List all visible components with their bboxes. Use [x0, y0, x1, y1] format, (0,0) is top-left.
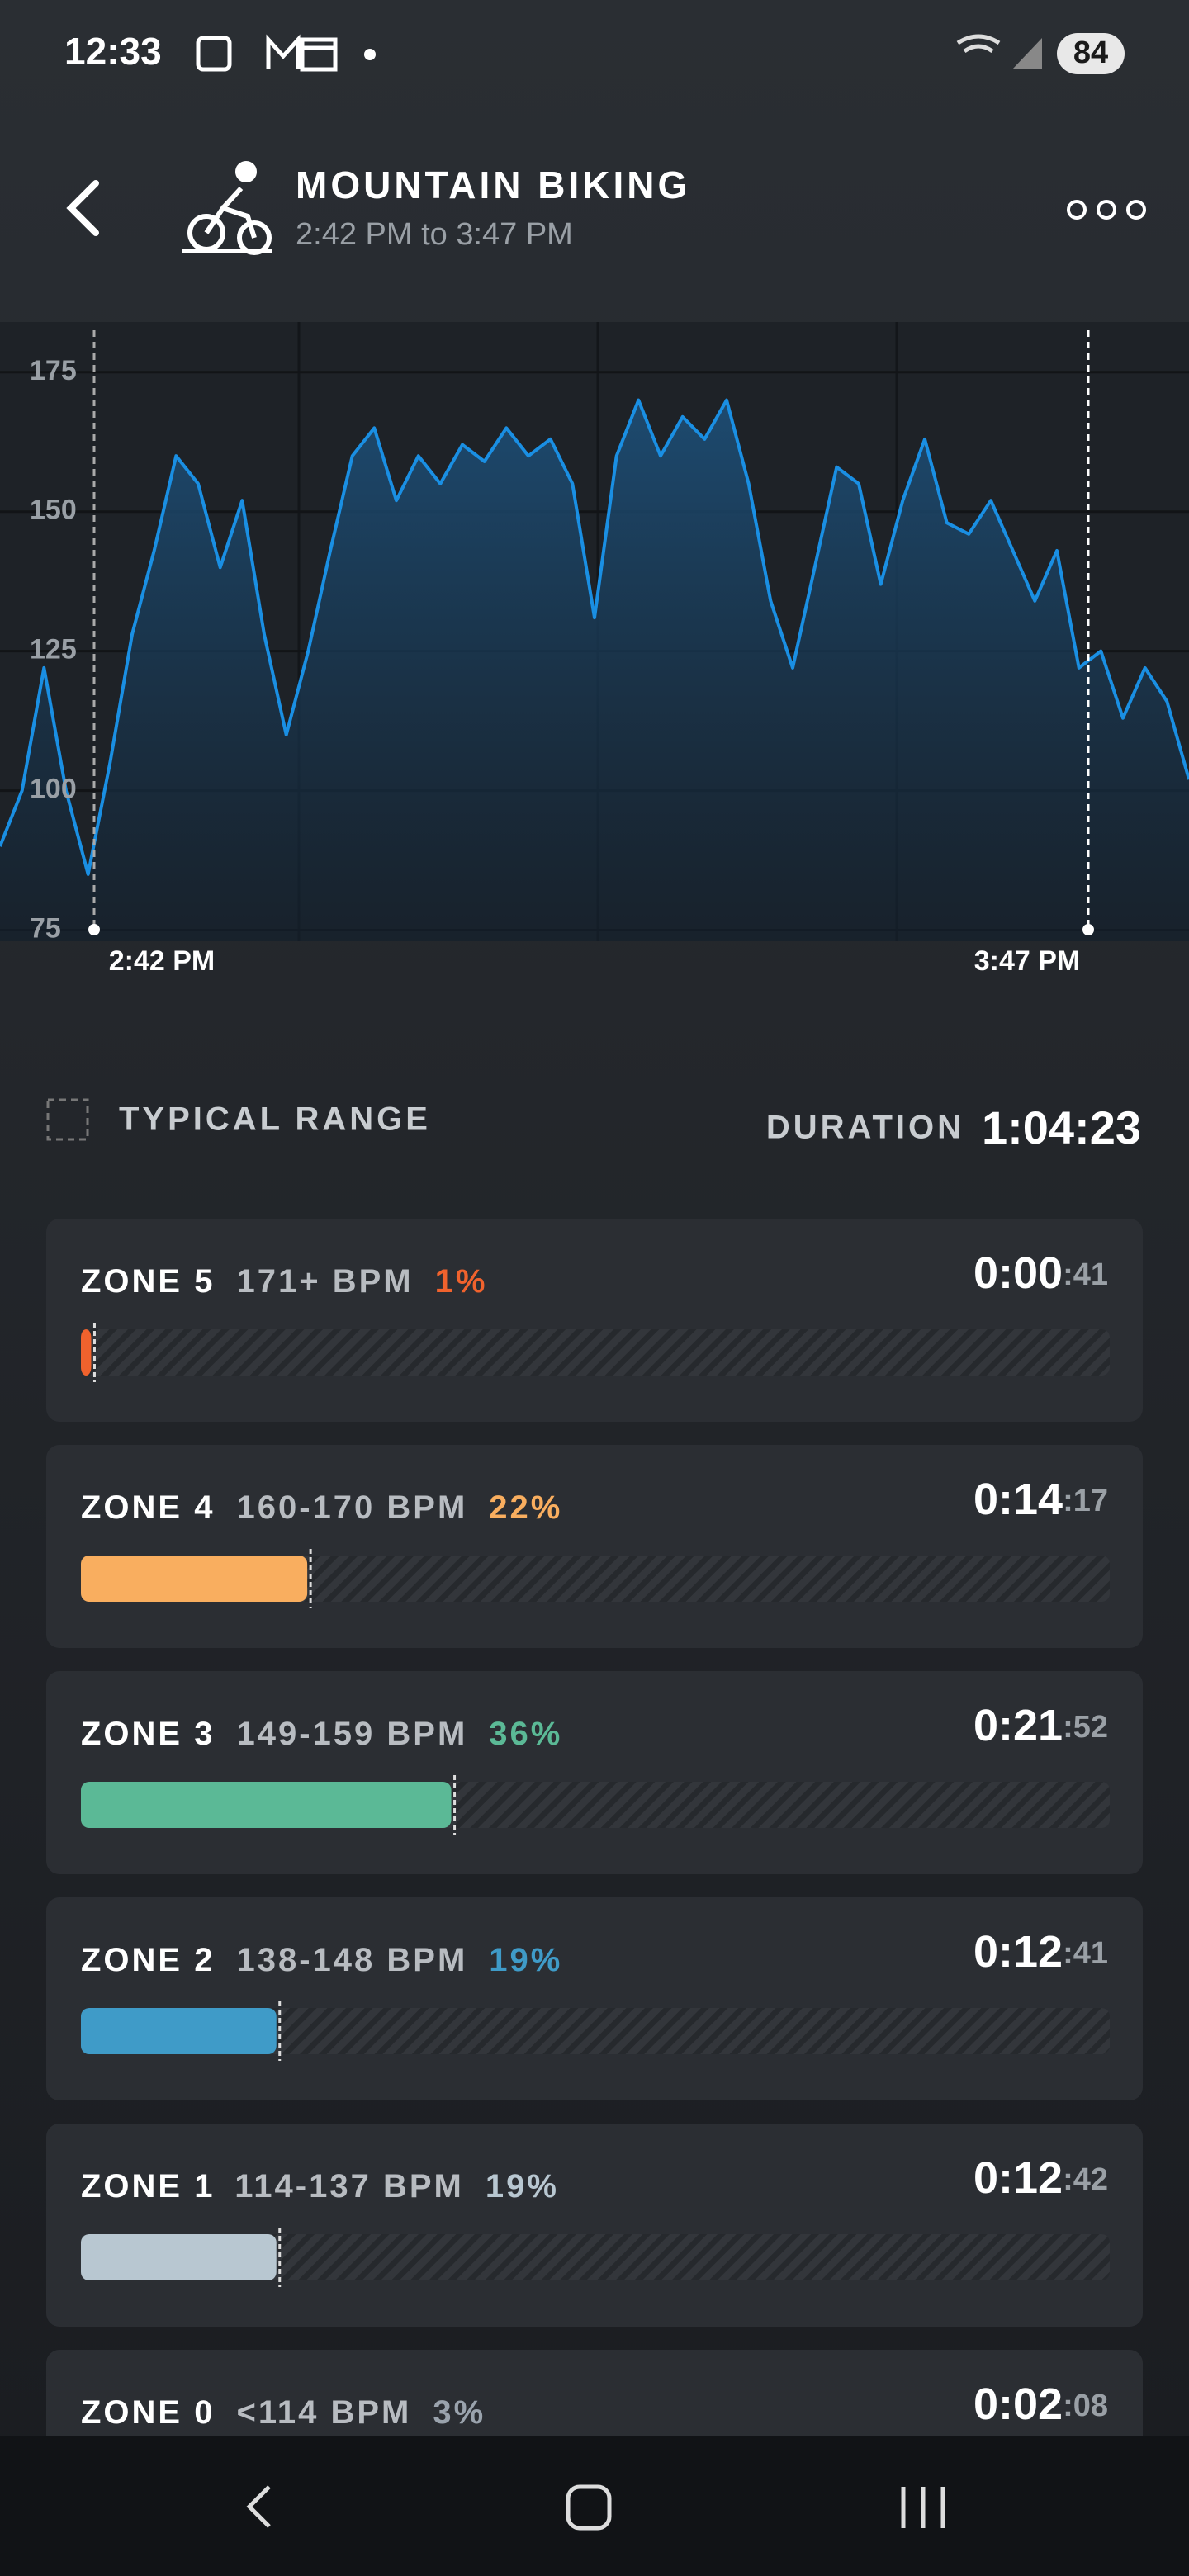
zone-heading: ZONE 2 138-148 BPM 19%	[81, 1942, 562, 1978]
duration-label: DURATION	[766, 1110, 964, 1146]
zone-time: 0:12:41	[973, 1927, 1108, 1977]
zone-time: 0:02:08	[973, 2379, 1108, 2429]
zone-time-main: 0:21	[973, 1701, 1063, 1750]
zone-range: <114 BPM	[236, 2394, 411, 2431]
zone-range: 114-137 BPM	[234, 2168, 464, 2204]
zone-card: ZONE 5 171+ BPM 1% 0:00:41	[46, 1219, 1143, 1422]
wifi-icon	[956, 34, 1001, 54]
zone-card: ZONE 3 149-159 BPM 36% 0:21:52	[46, 1671, 1143, 1874]
zone-time-main: 0:00	[973, 1248, 1063, 1298]
zone-card: ZONE 2 138-148 BPM 19% 0:12:41	[46, 1897, 1143, 2100]
zone-time: 0:00:41	[973, 1248, 1108, 1298]
time-marker-label: 3:47 PM	[974, 945, 1081, 977]
typical-range-swatch	[46, 1098, 89, 1141]
y-tick-label: 150	[30, 495, 77, 526]
y-tick-label: 100	[30, 774, 77, 805]
zone-heading: ZONE 5 171+ BPM 1%	[81, 1263, 487, 1300]
zone-time: 0:14:17	[973, 1475, 1108, 1524]
zone-time-main: 0:14	[973, 1475, 1063, 1524]
zone-bar	[81, 2008, 277, 2054]
zone-bar	[81, 2234, 277, 2280]
zone-heading: ZONE 4 160-170 BPM 22%	[81, 1489, 562, 1526]
zone-time-main: 0:12	[973, 1927, 1063, 1977]
zone-heading: ZONE 1 114-137 BPM 19%	[81, 2168, 559, 2204]
zone-time: 0:21:52	[973, 1701, 1108, 1750]
status-time: 12:33	[64, 30, 162, 73]
activity-title: MOUNTAIN BIKING	[296, 163, 690, 206]
zone-bar	[81, 1782, 452, 1828]
zone-track	[81, 1556, 1110, 1602]
zone-track	[81, 2234, 1110, 2280]
zone-range: 171+ BPM	[236, 1263, 413, 1300]
nav-back[interactable]	[246, 2485, 271, 2528]
y-tick-label: 175	[30, 355, 77, 386]
zone-percent: 3%	[433, 2394, 486, 2431]
zone-range: 160-170 BPM	[236, 1489, 467, 1526]
time-marker-label: 2:42 PM	[109, 945, 216, 977]
zone-percent: 36%	[489, 1716, 562, 1752]
zone-heading: ZONE 0 <114 BPM 3%	[81, 2394, 486, 2431]
zone-time-seconds: :52	[1063, 1710, 1108, 1745]
activity-time: 2:42 PM to 3:47 PM	[296, 217, 573, 252]
nav-bar	[0, 2436, 1189, 2576]
y-tick-label: 75	[30, 912, 61, 944]
duration-value: 1:04:23	[982, 1101, 1141, 1153]
zone-time-main: 0:12	[973, 2153, 1063, 2203]
activity-icon	[182, 161, 272, 255]
zone-card: ZONE 1 114-137 BPM 19% 0:12:42	[46, 2124, 1143, 2327]
nav-recents[interactable]	[901, 2487, 945, 2528]
zone-time: 0:12:42	[973, 2153, 1108, 2203]
zone-name: ZONE 2	[81, 1942, 215, 1978]
zone-track	[81, 1329, 1110, 1376]
status-dot	[364, 49, 376, 60]
zone-time-seconds: :42	[1063, 2162, 1108, 2197]
zone-name: ZONE 3	[81, 1716, 215, 1752]
back-button[interactable]	[66, 180, 99, 236]
zone-name: ZONE 0	[81, 2394, 215, 2431]
zone-time-seconds: :08	[1063, 2389, 1108, 2423]
zone-heading: ZONE 3 149-159 BPM 36%	[81, 1716, 562, 1752]
zone-range: 149-159 BPM	[236, 1716, 467, 1752]
heart-rate-area	[0, 400, 1189, 942]
zone-time-seconds: :17	[1063, 1484, 1108, 1518]
time-marker-dot	[1082, 924, 1094, 935]
zone-name: ZONE 5	[81, 1263, 215, 1300]
zone-card: ZONE 4 160-170 BPM 22% 0:14:17	[46, 1445, 1143, 1648]
heart-rate-line	[0, 398, 1189, 876]
zone-name: ZONE 4	[81, 1489, 215, 1526]
heart-rate-chart: 75 100 125 150 175 2:42 PM 3:47 PM	[0, 322, 1189, 977]
zone-bar	[81, 1329, 92, 1376]
nav-home[interactable]	[566, 2484, 612, 2531]
zone-percent: 19%	[489, 1942, 562, 1978]
zone-range: 138-148 BPM	[236, 1942, 467, 1978]
more-button[interactable]	[1067, 200, 1146, 220]
status-icons	[196, 34, 338, 72]
battery-level: 84	[1073, 36, 1108, 70]
zone-track	[81, 2008, 1110, 2054]
zone-percent: 1%	[435, 1263, 488, 1300]
zone-percent: 22%	[489, 1489, 562, 1526]
zone-percent: 19%	[486, 2168, 559, 2204]
signal-icon	[1012, 38, 1042, 69]
time-marker-dot	[88, 924, 100, 935]
typical-range-label: TYPICAL RANGE	[119, 1101, 431, 1138]
zone-time-seconds: :41	[1063, 1257, 1108, 1292]
zone-name: ZONE 1	[81, 2168, 213, 2204]
zone-time-main: 0:02	[973, 2379, 1063, 2429]
y-tick-label: 125	[30, 634, 77, 665]
zone-time-seconds: :41	[1063, 1936, 1108, 1971]
battery	[1057, 33, 1125, 74]
zone-bar	[81, 1556, 308, 1602]
